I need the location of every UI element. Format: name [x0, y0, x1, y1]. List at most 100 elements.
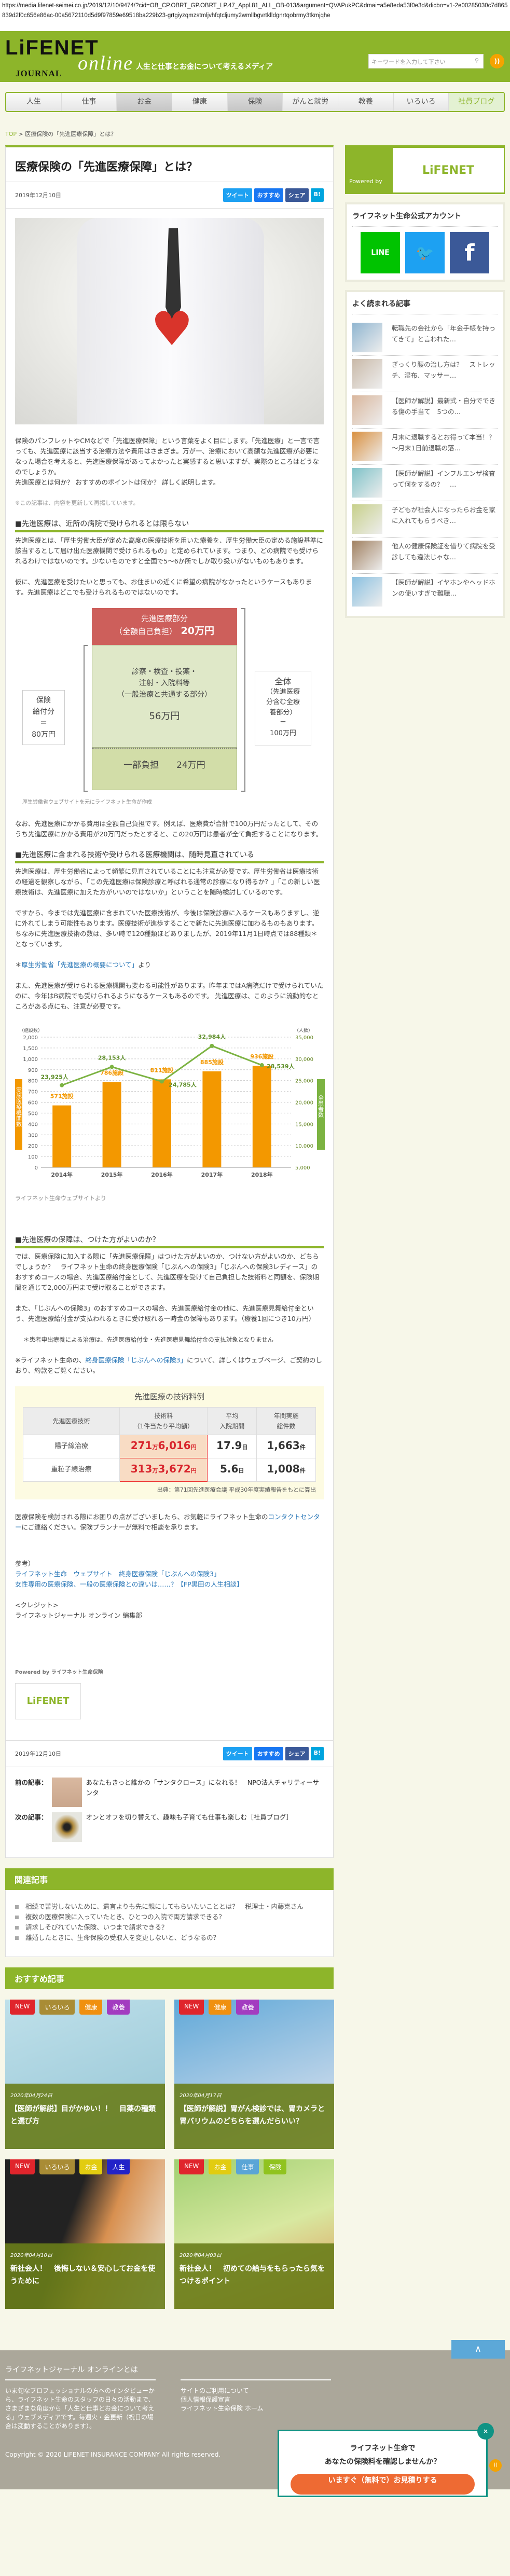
related-item[interactable]: 相続で苦労しないために、遺言よりも先に親にしてもらいたいこととは？ 税理士・内藤…	[15, 1902, 324, 1912]
nav-kyoyo[interactable]: 教養	[338, 93, 394, 111]
nav-iroiro[interactable]: いろいろ	[394, 93, 449, 111]
recommend-card[interactable]: NEW いろいろ お金 人生 2020年04月10日 新社会人！ 後悔しない＆安心してお金…	[5, 2159, 165, 2309]
category-tag[interactable]: NEW	[10, 2000, 35, 2015]
tweet-button[interactable]: ツイート	[223, 1747, 252, 1760]
category-tag[interactable]: お金	[79, 2159, 103, 2174]
nav-gan-shuro[interactable]: がんと就労	[283, 93, 339, 111]
search-input[interactable]: キーワードを入力して下さい ⚲	[368, 54, 484, 68]
nav-staff-blog[interactable]: 社員ブログ	[449, 93, 504, 111]
rss-icon[interactable]: ))	[489, 2459, 502, 2472]
popular-article[interactable]: 転職先の会社から「年金手帳を持ってきて」と言われた…	[352, 320, 498, 356]
close-icon[interactable]: ×	[477, 2423, 494, 2440]
logo-online: online	[78, 52, 133, 74]
category-tag[interactable]: 健康	[209, 2000, 232, 2015]
twitter-icon[interactable]: 🐦	[405, 232, 445, 273]
address-bar[interactable]: https://media.lifenet-seimei.co.jp/2019/…	[0, 0, 510, 31]
line-icon[interactable]: LINE	[361, 232, 400, 273]
breadcrumb-top[interactable]: TOP	[5, 131, 17, 137]
hatena-bookmark-button[interactable]: B!	[310, 188, 324, 202]
recommend-card[interactable]: NEW いろいろ 健康 教養 2020年04月24日 【医師が解説】目がかゆい！！ 目薬の…	[5, 2000, 165, 2149]
mhlw-link[interactable]: 厚生労働省「先進医療の概要について」	[21, 961, 139, 969]
nav-kenko[interactable]: 健康	[172, 93, 228, 111]
site-logo[interactable]: LiFENET JOURNAL online	[5, 37, 132, 78]
recommend-card[interactable]: NEW お金 仕事 保険 2020年04月03日 新社会人！ 初めての給与をもらったら気を…	[174, 2159, 334, 2309]
card-date: 2020年04月24日	[10, 2093, 52, 2099]
cell-fee: 271万6,016円	[119, 1435, 208, 1458]
bar-label: 885施設	[200, 1058, 224, 1066]
update-note: ※この記事は、内容を更新して再掲しています。	[15, 500, 139, 506]
facebook-share-button[interactable]: シェア	[285, 1747, 309, 1760]
paragraph: なお、先進医療にかかる費用は全額自己負担です。例えば、医療費が合計で100万円だ…	[15, 820, 323, 838]
popular-article[interactable]: 子どもが社会人になったらお金を家に入れてもらうべき…	[352, 501, 498, 538]
left-tick-label: 700	[28, 1090, 38, 1095]
powered-by-text: Powered by	[349, 178, 382, 185]
nav-jinsei[interactable]: 人生	[6, 93, 62, 111]
popular-article[interactable]: 【医師が解説】イヤホンやヘッドホンの使いすぎで難聴…	[352, 574, 498, 610]
facebook-recommend-button[interactable]: おすすめ	[254, 188, 283, 202]
popular-article[interactable]: 【医師が解説】最新式・自分でできる傷の手当て 5つの…	[352, 392, 498, 429]
category-tag[interactable]: 健康	[79, 2000, 103, 2015]
nav-shigoto[interactable]: 仕事	[62, 93, 117, 111]
category-tag[interactable]: NEW	[179, 2000, 204, 2015]
quote-button[interactable]: いますぐ（無料で）お見積りする	[291, 2474, 475, 2495]
insurance-benefit-label: 保険 給付分 ＝ 80万円	[22, 690, 65, 745]
footer-link[interactable]: サイトのご利用について	[181, 2387, 249, 2394]
rss-icon[interactable]: ))	[490, 54, 504, 68]
lifenet-logo-banner[interactable]: LiFENET	[15, 1683, 81, 1719]
adv-amount: 20万円	[181, 625, 214, 637]
popular-article-title: 【医師が解説】インフルエンザ検査って何をするの？ …	[392, 470, 495, 488]
unit: 万	[152, 1467, 158, 1474]
related-item[interactable]: 請求しそびれていた保険、いつまで請求できる？	[15, 1922, 324, 1933]
cell-count: 1,008件	[256, 1458, 316, 1482]
unit: 円	[190, 1444, 197, 1451]
left-tick-label: 1,000	[23, 1057, 38, 1063]
diagram-caption: 厚生労働省ウェブサイトを元にライフネット生命が作成	[22, 800, 152, 805]
next-article-link[interactable]: 次の記事： オンとオフを切り替えて、趣味も子育ても仕事も楽しむ［社員ブログ］	[15, 1812, 324, 1842]
category-tag[interactable]: お金	[209, 2159, 232, 2174]
ref-link[interactable]: 女性専用の医療保険、一般の医療保険との違いは……？【FP黒田の人生相談】	[15, 1580, 243, 1588]
popular-article[interactable]: 他人の健康保険証を借りて病院を受診しても違法じゃな…	[352, 538, 498, 574]
recommend-card[interactable]: NEW 健康 教養 2020年04月17日 【医師が解説】胃がん検診では、胃カメラと胃バ…	[174, 2000, 334, 2149]
line-point	[259, 1063, 264, 1068]
contact-center-link[interactable]: コンタクトセンター	[15, 1513, 320, 1531]
popular-article[interactable]: 月末に退職するとお得って本当！？ ～月末1日前退職の落…	[352, 429, 498, 465]
footer-link[interactable]: ライフネット生命保険 ホーム	[181, 2405, 264, 2412]
nav-okane[interactable]: お金	[117, 93, 173, 111]
lifenet-logo: LiFENET	[393, 148, 504, 192]
right-tick-label: 30,000	[295, 1057, 313, 1063]
tweet-button[interactable]: ツイート	[223, 188, 252, 202]
prev-label: 前の記事：	[15, 1779, 48, 1786]
facebook-recommend-button[interactable]: おすすめ	[254, 1747, 283, 1760]
category-tag[interactable]: NEW	[10, 2159, 35, 2174]
popular-article[interactable]: ぎっくり腰の治し方は？ ストレッチ、湿布、マッサー…	[352, 356, 498, 392]
total-title: 全体	[274, 677, 292, 686]
related-item[interactable]: 離婚したときに、生命保険の受取人を変更しないと、どうなるの？	[15, 1933, 324, 1943]
category-tag[interactable]: 保険	[264, 2159, 287, 2174]
facebook-share-button[interactable]: シェア	[285, 188, 309, 202]
jibun-hoken-link[interactable]: 終身医療保険「じぶんへの保険3」	[85, 1356, 187, 1364]
popular-article-title: 【医師が解説】最新式・自分でできる傷の手当て 5つの…	[392, 397, 496, 416]
category-tag[interactable]: 人生	[107, 2159, 130, 2174]
hatena-bookmark-button[interactable]: B!	[310, 1747, 324, 1760]
paragraph: ですから、今までは先進医療に含まれていた医療技術が、今後は保険診療に入るケースも…	[15, 909, 320, 948]
prev-article-link[interactable]: 前の記事： あなたもきっと誰かの「サンタクロース」になれる！ NPO法人チャリティ…	[15, 1778, 324, 1807]
search-icon[interactable]: ⚲	[474, 57, 479, 64]
powered-by-banner[interactable]: Powered by LiFENET	[345, 145, 505, 194]
category-tag[interactable]: NEW	[179, 2159, 204, 2174]
footer-link[interactable]: 個人情報保護宣言	[181, 2396, 231, 2403]
right-axis-label-box	[317, 1079, 325, 1150]
p10-suffix: にご連絡ください。保険プランナーが無料で相談を承ります。	[21, 1523, 203, 1531]
popular-thumbnail	[352, 541, 382, 570]
category-tag[interactable]: いろいろ	[39, 2000, 75, 2015]
facebook-icon[interactable]: f	[450, 232, 489, 273]
category-tag[interactable]: 教養	[236, 2000, 259, 2015]
category-tag[interactable]: 教養	[107, 2000, 130, 2015]
category-tag[interactable]: いろいろ	[39, 2159, 75, 2174]
card-date: 2020年04月17日	[180, 2093, 222, 2099]
category-tag[interactable]: 仕事	[236, 2159, 259, 2174]
back-to-top-button[interactable]: ∧	[451, 2340, 505, 2359]
related-item[interactable]: 複数の医療保険に入っていたとき、ひとつの入院で両方請求できる？	[15, 1912, 324, 1922]
popular-article[interactable]: 【医師が解説】インフルエンザ検査って何をするの？ …	[352, 465, 498, 501]
nav-hoken[interactable]: 保険	[227, 93, 283, 111]
ref-link[interactable]: ライフネット生命 ウェブサイト 終身医療保険「じぶんへの保険3」	[15, 1570, 220, 1578]
